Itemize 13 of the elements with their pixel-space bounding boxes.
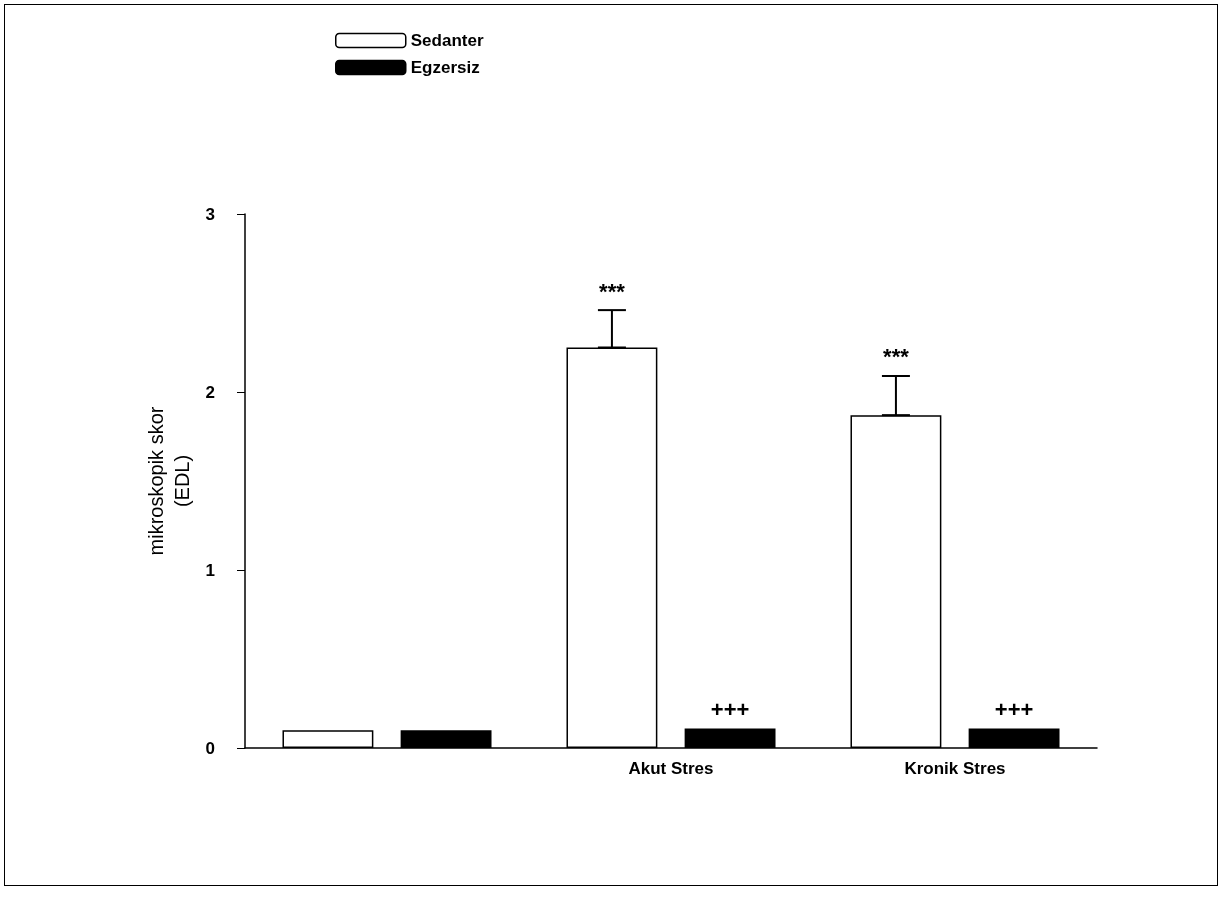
y-tick-label: 2 (205, 382, 215, 402)
x-tick-label: Kronik Stres (904, 759, 1006, 778)
data-label: +++ (710, 696, 750, 722)
y-tick-label: 3 (205, 204, 215, 224)
data-label: *** (883, 344, 910, 370)
y-tick-label: 0 (205, 738, 215, 758)
data-label: *** (599, 278, 626, 304)
x-tick-label: Akut Stres (628, 759, 714, 778)
legend-label: Sedanter (410, 31, 484, 50)
data-label: +++ (994, 696, 1034, 722)
y-tick-label: 1 (205, 560, 215, 580)
legend-label: Egzersiz (410, 58, 480, 77)
y-axis-title: mikroskopik skor (EDL) (144, 406, 193, 556)
